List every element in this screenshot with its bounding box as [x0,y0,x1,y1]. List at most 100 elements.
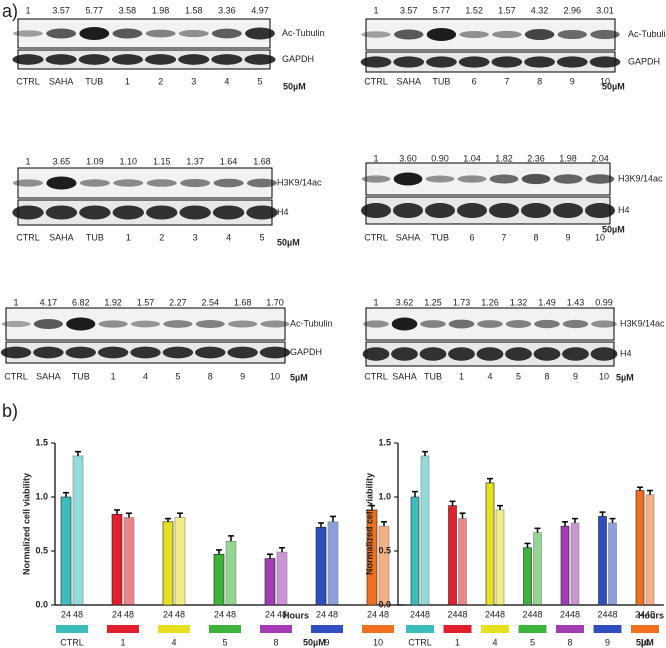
band [585,174,615,184]
group-swatch [518,625,547,633]
hours-label: 24 [163,609,173,619]
x-tick-label: 4 [171,637,176,647]
band [46,28,77,39]
band [79,179,110,187]
band [112,28,143,39]
x-tick-label: 5 [530,637,535,647]
x-axis-title: Hours [638,610,664,620]
band [12,179,44,187]
densitometry-value: 1.57 [137,297,155,307]
lane-label: TUB [432,76,450,86]
y-axis-label: Normalized cell viability [364,473,374,575]
x-tick-label: 4 [492,637,497,647]
x-tick-label: 8 [273,637,278,647]
densitometry-value: 1.09 [86,156,104,166]
band [534,319,560,329]
densitometry-value: 5.77 [86,5,104,15]
loading-band [424,202,456,219]
loading-band [360,202,392,219]
loading-band [45,205,78,220]
densitometry-value: 1.04 [463,153,481,163]
loading-band [259,346,291,359]
band [146,179,177,187]
x-tick-label: 10 [640,637,650,647]
band [361,31,391,38]
loading-band [456,202,488,219]
band [361,175,391,183]
lane-label: 1 [126,232,131,242]
loading-band [491,56,523,68]
bar [608,522,617,606]
densitometry-value: 6.82 [72,297,90,307]
y-tick-label: 1.0 [378,491,391,501]
loading-band [12,205,44,220]
band [591,320,617,328]
loading-band [144,54,177,65]
densitometry-value: 3.36 [218,5,236,15]
lane-label: TUB [85,76,103,86]
loading-band [524,56,555,68]
group-swatch [107,625,139,633]
band [489,174,519,184]
protein-label: H4 [618,205,630,215]
panel-label: a) [2,1,18,21]
hours-label: 48 [73,609,83,619]
lane-label: 5 [516,371,521,381]
hours-label: 48 [175,609,185,619]
band [553,174,583,184]
lane-label: SAHA [36,371,61,381]
lane-label: 10 [270,371,280,381]
hours-label: 24 [447,609,457,619]
hours-label: 24 [265,609,275,619]
band [557,29,588,40]
bar [327,521,339,606]
lane-label: CTRL [16,76,40,86]
dose-label: 50µM [283,81,306,91]
loading-band [505,347,532,361]
hours-label: 48 [495,609,505,619]
lane-label: 7 [501,232,506,242]
protein-label: GAPDH [628,56,660,66]
band [178,29,209,38]
densitometry-value: 1.52 [465,5,483,15]
dose-label: 50µM [602,224,625,234]
band [213,178,244,188]
lane-label: 9 [573,371,578,381]
densitometry-value: 1.92 [104,297,122,307]
y-tick-label: 0.0 [378,599,391,609]
densitometry-value: 1.32 [510,297,528,307]
group-swatch [209,625,241,633]
densitometry-value: 1.37 [186,156,204,166]
band [195,320,225,328]
densitometry-value: 3.58 [119,5,137,15]
group-swatch [362,625,394,633]
y-tick-label: 0.5 [378,545,391,555]
protein-label: H4 [277,207,289,217]
hours-label: 24 [316,609,326,619]
band [459,30,489,39]
band [521,173,551,185]
band [66,317,96,331]
densitometry-value: 4.97 [251,5,269,15]
loading-band [448,347,475,361]
band [145,29,176,38]
band [391,317,418,331]
group-swatch [158,625,190,633]
protein-label: H3K9/14ac [620,318,665,328]
lane-label: 8 [544,371,549,381]
band [13,30,43,37]
lane-label: 2 [159,232,164,242]
densitometry-value: 1.70 [266,297,284,307]
y-tick-label: 0.0 [35,599,48,609]
loading-band [162,346,194,359]
densitometry-value: 1.58 [185,5,203,15]
loading-band [179,205,211,220]
bar [213,553,225,606]
group-swatch [481,625,509,633]
lane-label: 8 [537,76,542,86]
y-tick-label: 1.0 [35,491,48,501]
band [393,172,423,186]
lane-label: SAHA [49,76,74,86]
group-swatch [631,625,659,633]
lane-label: 3 [191,76,196,86]
